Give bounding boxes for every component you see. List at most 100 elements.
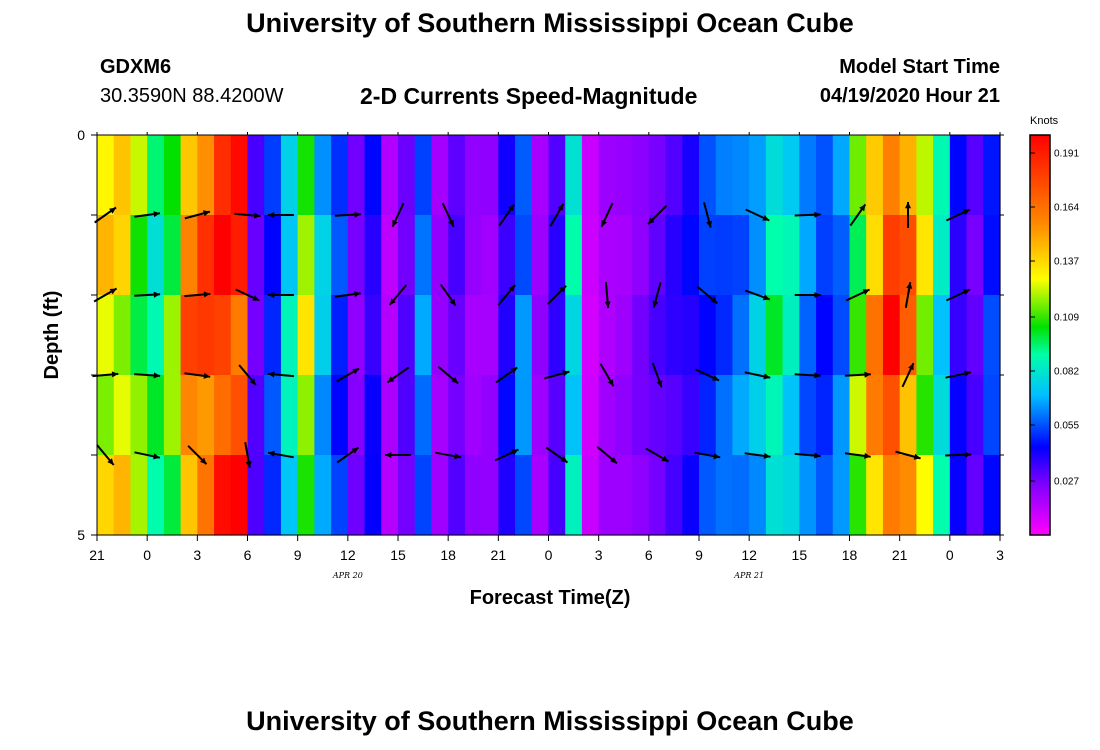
heatmap-cell	[699, 215, 717, 296]
heatmap-cell	[899, 135, 917, 216]
heatmap-cell	[598, 135, 616, 216]
heatmap-cell	[431, 295, 449, 376]
heatmap-cell	[97, 455, 115, 536]
heatmap-cell	[264, 295, 282, 376]
heatmap-cell	[464, 375, 483, 456]
current-arrow	[336, 446, 360, 464]
colorbar-units: Knots	[1030, 115, 1059, 127]
heatmap-cells	[97, 135, 1001, 536]
heatmap-cell	[297, 375, 315, 456]
colorbar-tick-label: 0.137	[1054, 257, 1079, 268]
heatmap-cell	[882, 135, 901, 216]
heatmap-cell	[966, 215, 984, 296]
heatmap-cell	[398, 455, 416, 536]
heatmap-cell	[113, 215, 132, 296]
heatmap-cell	[933, 215, 951, 296]
heatmap-cell	[782, 135, 800, 216]
heatmap-cell	[147, 135, 165, 216]
current-arrow	[497, 284, 516, 306]
heatmap-cell	[297, 215, 315, 296]
heatmap-cell	[732, 375, 750, 456]
heatmap-cell	[398, 375, 416, 456]
page-title: University of Southern Mississippi Ocean…	[246, 8, 854, 38]
current-arrow	[498, 203, 516, 227]
heatmap-cell	[314, 295, 332, 376]
heatmap-cell	[816, 375, 834, 456]
heatmap-cell	[765, 295, 784, 376]
heatmap-cell	[933, 295, 951, 376]
heatmap-cell	[214, 455, 232, 536]
heatmap-cell	[230, 215, 249, 296]
current-arrow	[695, 368, 720, 382]
heatmap-cell	[247, 295, 265, 376]
heatmap-cell	[197, 375, 215, 456]
heatmap-cell	[431, 375, 449, 456]
current-arrow	[334, 291, 361, 298]
heatmap-cell	[448, 455, 466, 536]
current-arrow	[234, 212, 261, 219]
current-arrow	[184, 372, 211, 379]
heatmap-cell	[816, 295, 834, 376]
heatmap-cell	[97, 135, 115, 216]
heatmap-cell	[882, 455, 901, 536]
heatmap-cell	[515, 215, 533, 296]
heatmap-cell	[682, 215, 700, 296]
x-tick-label: 18	[842, 547, 858, 563]
heatmap-cell	[949, 295, 968, 376]
current-arrow	[945, 370, 972, 379]
heatmap-cell	[548, 455, 566, 536]
heatmap-cell	[264, 455, 282, 536]
heatmap-cell	[916, 135, 934, 216]
current-arrow	[745, 208, 770, 222]
x-tick-label: 0	[946, 547, 954, 563]
current-arrow	[744, 289, 771, 301]
current-arrow	[435, 451, 462, 460]
heatmap-cell	[331, 455, 349, 536]
current-arrow	[437, 365, 459, 385]
heatmap-cell	[113, 455, 132, 536]
heatmap-cell	[899, 455, 917, 536]
current-arrow	[895, 450, 921, 460]
heatmap-cell	[414, 215, 433, 296]
heatmap-cell	[749, 455, 767, 536]
heatmap-cell	[949, 455, 968, 536]
heatmap-cell	[749, 215, 767, 296]
heatmap-cell	[832, 135, 851, 216]
heatmap-cell	[598, 295, 616, 376]
heatmap-cell	[581, 375, 600, 456]
current-arrow	[794, 292, 821, 298]
heatmap-cell	[581, 215, 600, 296]
heatmap-cell	[849, 135, 867, 216]
heatmap-cell	[314, 215, 332, 296]
heatmap-cell	[816, 455, 834, 536]
current-vectors	[92, 202, 972, 468]
heatmap-cell	[916, 455, 934, 536]
heatmap-cell	[113, 375, 132, 456]
current-arrow	[945, 451, 972, 458]
current-arrow	[647, 205, 668, 225]
heatmap-cell	[264, 375, 282, 456]
heatmap-cell	[648, 375, 667, 456]
heatmap-cell	[113, 135, 132, 216]
heatmap-cell	[448, 295, 466, 376]
x-tick-label: 18	[440, 547, 456, 563]
heatmap-cell	[966, 375, 984, 456]
heatmap-cell	[916, 375, 934, 456]
y-tick-label: 5	[77, 527, 85, 543]
current-arrow	[703, 202, 712, 228]
heatmap-cell	[531, 375, 550, 456]
heatmap-cell	[531, 295, 550, 376]
x-tick-label: 6	[244, 547, 252, 563]
x-tick-label: 6	[645, 547, 653, 563]
date-label: APR 20	[332, 571, 363, 580]
heatmap-cell	[314, 455, 332, 536]
current-arrow	[651, 362, 663, 388]
heatmap-cell	[264, 215, 282, 296]
heatmap-cell	[933, 135, 951, 216]
heatmap-cell	[147, 375, 165, 456]
heatmap-cell	[632, 215, 650, 296]
heatmap-cell	[113, 295, 132, 376]
current-arrow	[849, 203, 867, 227]
colorbar-ticks: 0.027 0.055 0.082 0.109 0.137 0.164 0.191	[1030, 149, 1079, 488]
